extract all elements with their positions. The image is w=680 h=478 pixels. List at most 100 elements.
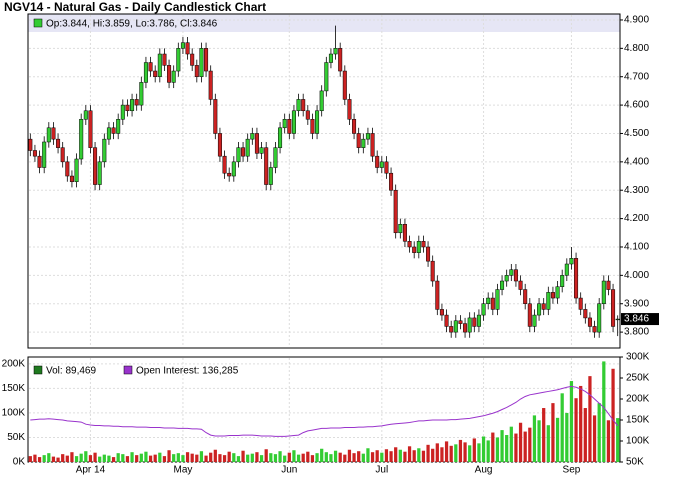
volume-bar [61,454,65,462]
candle-body [310,119,315,134]
y-tick-label: 3.800 [624,327,649,338]
volume-bar [500,430,504,462]
volume-bar [523,431,527,462]
y2-tick-label: 250K [626,373,650,384]
volume-bar [384,449,389,462]
y-tick-label: 200K [2,359,26,370]
candle-body [324,62,329,92]
volume-bar [190,453,194,462]
volume-bar [380,452,384,462]
candle-body [208,70,213,100]
candle-body [213,99,218,134]
candle-body [463,323,468,333]
candle-body [574,258,579,299]
candle-body [490,297,495,310]
candle-body [402,224,407,242]
volume-bar [116,453,120,462]
x-tick-label: Sep [563,465,581,476]
volume-bar [417,448,421,462]
volume-bar [329,454,333,462]
y-tick-label: 50K [7,432,25,443]
candle-body [504,275,509,282]
volume-bar [283,455,287,462]
candle-body [204,48,209,72]
legend-swatch [33,365,43,375]
volume-bar [148,455,153,462]
candle-body [592,326,597,333]
volume-bar [74,456,79,462]
candle-body [259,147,264,154]
candle-body [217,133,222,157]
candle-body [278,127,283,148]
volume-bar [481,436,486,462]
candle-body [500,280,505,290]
candle-body [250,133,255,140]
x-tick-label: Apr 14 [76,465,106,476]
volume-bar [444,441,449,462]
volume-bar [495,437,500,462]
volume-bar [555,417,560,462]
volume-bar [255,452,259,462]
candle-body [523,289,528,304]
volume-bar [209,452,213,462]
volume-bar [98,456,102,462]
y-tick-label: 4.800 [624,43,649,54]
candle-body [305,110,310,120]
volume-bar [195,454,199,462]
candle-body [97,161,102,185]
y-tick-label: 4.000 [624,270,649,281]
candle-body [231,161,236,177]
volume-bar [222,455,227,462]
candle-body [393,189,398,234]
candle-body [176,48,181,72]
candle-body [319,90,324,112]
volume-bar [264,449,268,462]
volume-bar [135,455,139,462]
candle-body [541,303,546,310]
candle-body [421,241,426,248]
candle-body [282,119,287,129]
candle-body [69,175,74,182]
volume-bar [306,451,310,462]
volume-bar [28,456,32,462]
volume-bar [227,451,231,462]
volume-bar [532,415,537,462]
volume-bar [477,443,481,462]
volume-bar [121,454,125,462]
candle-body [527,303,532,327]
y2-tick-label: 200K [626,394,650,405]
volume-bar [454,444,458,462]
volume-bar [491,432,495,462]
volume-bar [565,412,569,462]
volume-bar [440,447,444,462]
candle-body [333,48,338,55]
volume-bar [569,381,574,462]
candle-body [338,48,343,72]
volume-bar [213,449,217,462]
candle-body [412,246,417,253]
candle-body [93,147,98,185]
y2-tick-label: 50K [626,457,644,468]
volume-bar [352,453,356,462]
y-tick-label: 4.500 [624,128,649,139]
volume-bar [144,451,148,462]
volume-bar [449,445,453,462]
legend-band [28,14,620,32]
volume-bar [107,455,111,462]
volume-bar [542,408,546,462]
candle-body [389,172,394,191]
candle-body [449,326,454,333]
volume-bar [84,451,88,462]
candle-body [546,292,551,310]
volume-bar [347,449,352,462]
candle-body [264,147,269,185]
volume-bar [324,452,328,462]
volume-bar [130,452,134,462]
volume-bar [65,455,69,462]
candle-body [268,167,273,185]
volume-bar [199,451,204,462]
candle-body [125,104,130,112]
candle-body [583,309,588,319]
candle-body [134,99,139,106]
volume-bar [597,403,601,462]
